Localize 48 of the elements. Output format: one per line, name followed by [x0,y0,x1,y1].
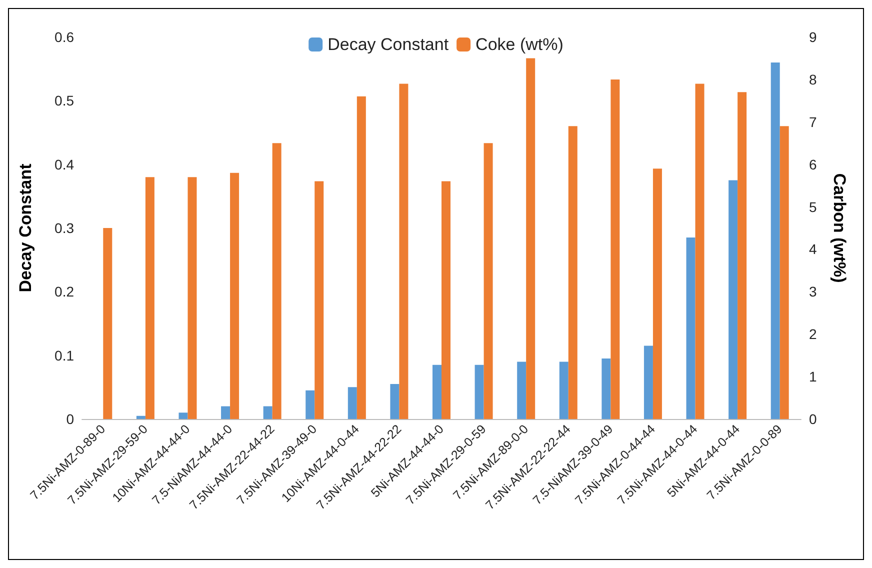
bar [399,84,408,419]
legend-label: Decay Constant [328,35,449,54]
y-tick-label: 0.2 [54,284,74,300]
bar [356,96,366,419]
bar [484,143,493,419]
bar [602,358,611,419]
y2-axis-title: Carbon (wt%) [830,173,849,283]
bar [432,364,442,419]
y2-tick-label: 5 [809,198,817,215]
bar [652,168,662,419]
y-tick-label: 0 [66,411,74,427]
bar [272,143,282,419]
bar [188,177,197,419]
y-axis-title: Decay Constant [16,163,35,292]
bar [263,406,272,419]
bar [442,181,450,419]
y2-tick-label: 2 [809,326,817,342]
y2-tick-label: 6 [809,156,817,172]
y2-tick-label: 9 [809,29,817,45]
bar [178,412,188,419]
y2-tick-label: 8 [809,71,817,88]
bar [230,172,240,419]
bar [610,79,620,419]
bar [559,362,568,419]
y2-tick-label: 4 [809,241,817,258]
bar [568,126,578,419]
bar [526,58,536,419]
bar [136,416,146,419]
y2-tick-label: 1 [809,368,817,385]
y-tick-label: 0.6 [54,29,74,45]
y2-tick-label: 0 [809,411,817,427]
bar [474,364,484,419]
y-tick-label: 0.5 [54,92,74,109]
bar [306,390,315,419]
y2-tick-label: 7 [809,114,817,130]
bar [221,406,230,419]
y-tick-label: 0.3 [54,220,74,236]
y-tick-label: 0.1 [54,347,74,364]
bar [103,228,112,419]
y-tick-label: 0.4 [54,156,74,172]
bar [644,346,653,419]
y2-tick-label: 3 [809,284,817,300]
legend-label: Coke (wt%) [476,35,564,54]
bar [348,387,357,419]
bar [390,384,400,419]
bar [517,362,526,419]
bar [145,177,154,419]
bar [314,181,324,419]
